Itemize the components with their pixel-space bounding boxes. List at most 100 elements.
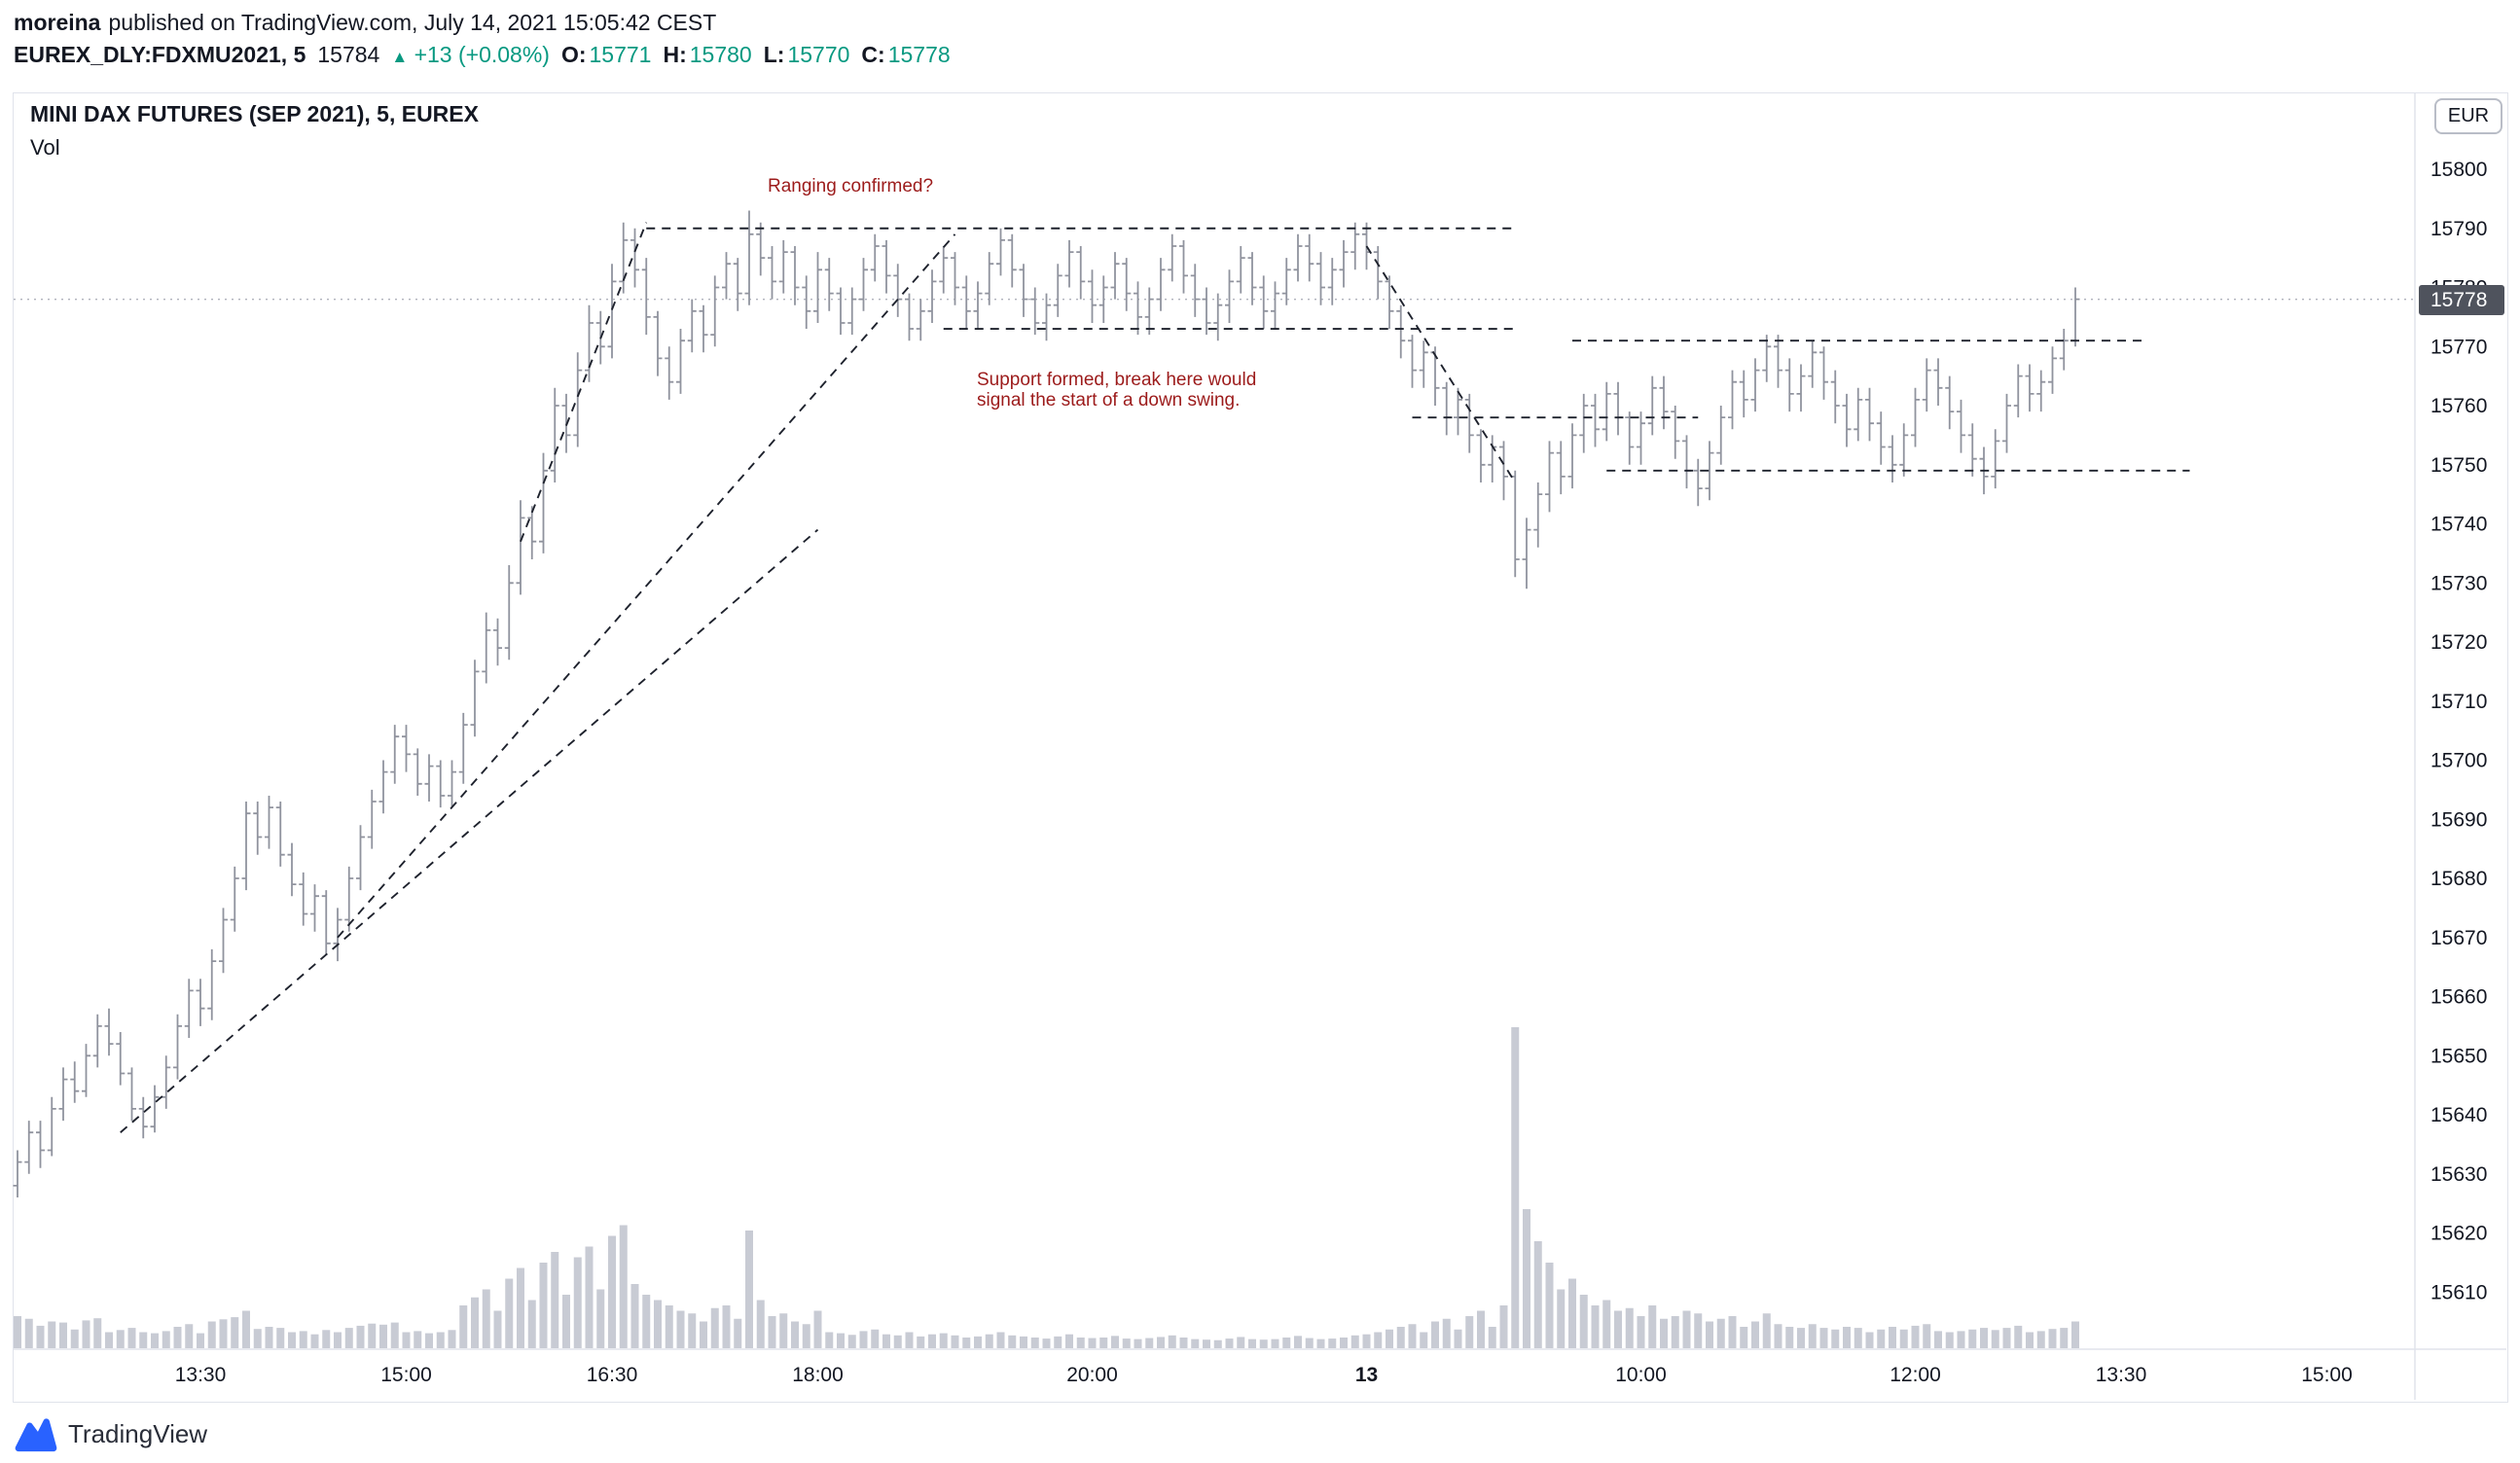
volume-bar	[1179, 1338, 1188, 1348]
ohlc-bar	[230, 866, 239, 932]
ohlc-bar	[1693, 458, 1703, 507]
volume-bar	[93, 1318, 102, 1348]
volume-bar	[1511, 1027, 1520, 1348]
ohlc-bar	[1350, 222, 1360, 270]
ohlc-bar	[1134, 281, 1142, 336]
chart-frame	[13, 92, 2508, 1403]
ohlc-bar	[847, 287, 857, 336]
time-label[interactable]: 18:00	[792, 1364, 844, 1386]
ohlc-bar	[768, 246, 776, 300]
ohlc-bar	[1567, 423, 1577, 489]
ohlc-bar	[1293, 233, 1303, 282]
ohlc-bar	[778, 239, 788, 294]
ohlc-bar	[1168, 233, 1177, 282]
ohlc-bar	[1476, 429, 1486, 482]
volume-bar	[1889, 1327, 1896, 1348]
volume-bar	[551, 1252, 559, 1348]
ohlc-bar	[1499, 441, 1508, 501]
volume-bar	[1042, 1338, 1051, 1348]
volume-bar	[1340, 1338, 1348, 1348]
ohlc-bar	[1933, 358, 1943, 406]
time-label[interactable]: 10:00	[1615, 1364, 1667, 1386]
drawing-trendline-steep[interactable]	[520, 222, 648, 543]
tradingview-logo-icon[interactable]	[14, 1414, 58, 1453]
ohlc-bar	[1762, 335, 1772, 382]
high-quote: H: 15780	[663, 42, 752, 67]
volume-bar	[1282, 1338, 1291, 1348]
volume-bar	[619, 1225, 628, 1348]
volume-bar	[1648, 1305, 1657, 1348]
volume-bar	[24, 1318, 33, 1348]
ohlc-bar	[1098, 275, 1108, 323]
ohlc-bar	[1316, 252, 1325, 305]
tradingview-brand[interactable]: TradingView	[68, 1418, 208, 1448]
volume-bar	[1145, 1338, 1154, 1348]
ohlc-bar	[493, 618, 502, 666]
ohlc-bar	[893, 264, 903, 317]
volume-indicator-label[interactable]: Vol	[30, 135, 60, 160]
ohlc-bar	[207, 948, 217, 1020]
price-tick-label: 15800	[2430, 159, 2487, 181]
volume-bar	[425, 1333, 433, 1348]
time-label[interactable]: 13:30	[2096, 1364, 2147, 1386]
ohlc-bar	[516, 500, 525, 595]
volume-bar	[1774, 1324, 1782, 1348]
time-label[interactable]: 12:00	[1890, 1364, 1941, 1386]
chart-title: MINI DAX FUTURES (SEP 2021), 5, EUREX	[30, 101, 479, 126]
drawing-trendline-secondary[interactable]	[337, 233, 956, 939]
volume-bar	[1716, 1318, 1725, 1348]
drawing-trendline-primary[interactable]	[120, 528, 819, 1133]
volume-bar	[1991, 1330, 1999, 1348]
ohlc-bar	[424, 754, 434, 802]
volume-bar	[299, 1331, 307, 1348]
ohlc-bar	[241, 802, 251, 891]
ohlc-bar	[1957, 399, 1965, 453]
ohlc-bar	[1019, 264, 1028, 317]
time-label[interactable]: 13:30	[175, 1364, 227, 1386]
currency-button[interactable]: EUR	[2434, 98, 2502, 134]
volume-bar	[1923, 1324, 1931, 1348]
volume-bar	[322, 1330, 331, 1348]
volume-bar	[608, 1235, 616, 1348]
ohlc-bar	[138, 1096, 148, 1139]
annotation-support-formed: Support formed, break here would signal …	[977, 370, 1257, 410]
time-label[interactable]: 15:00	[2301, 1364, 2353, 1386]
volume-bar	[356, 1325, 365, 1348]
volume-bar	[1030, 1338, 1039, 1348]
volume-bar	[951, 1335, 959, 1348]
ohlc-bar	[1545, 441, 1554, 513]
ohlc-bar	[539, 452, 548, 553]
volume-bar	[1602, 1300, 1611, 1348]
ohlc-bar	[184, 979, 194, 1038]
ohlc-bar	[1373, 246, 1383, 300]
volume-bar	[1865, 1332, 1874, 1348]
ohlc-bar	[1144, 287, 1154, 336]
time-label[interactable]: 15:00	[380, 1364, 432, 1386]
ohlc-bar	[1327, 258, 1337, 305]
volume-bar	[1591, 1305, 1600, 1348]
ohlc-bar	[47, 1096, 56, 1157]
volume-bar	[859, 1331, 868, 1348]
ohlc-bar	[333, 908, 342, 962]
volume-bar	[654, 1300, 662, 1348]
ohlc-bar	[92, 1014, 102, 1068]
ohlc-bar	[1991, 429, 2000, 489]
volume-bar	[493, 1310, 502, 1348]
ohlc-bar	[951, 252, 959, 305]
ohlc-bar	[916, 299, 925, 341]
volume-bar	[745, 1231, 753, 1348]
volume-bar	[1785, 1327, 1794, 1348]
volume-bar	[1740, 1327, 1748, 1348]
time-label[interactable]: 20:00	[1066, 1364, 1118, 1386]
ohlc-bar	[458, 712, 468, 784]
time-label[interactable]: 16:30	[587, 1364, 638, 1386]
volume-bar	[710, 1307, 719, 1348]
ohlc-bar	[1671, 406, 1680, 459]
volume-bar	[802, 1324, 810, 1348]
volume-bar	[1111, 1336, 1119, 1348]
ohlc-bar	[287, 842, 297, 897]
time-label[interactable]: 13	[1355, 1364, 1378, 1386]
ohlc-bar	[448, 760, 456, 808]
